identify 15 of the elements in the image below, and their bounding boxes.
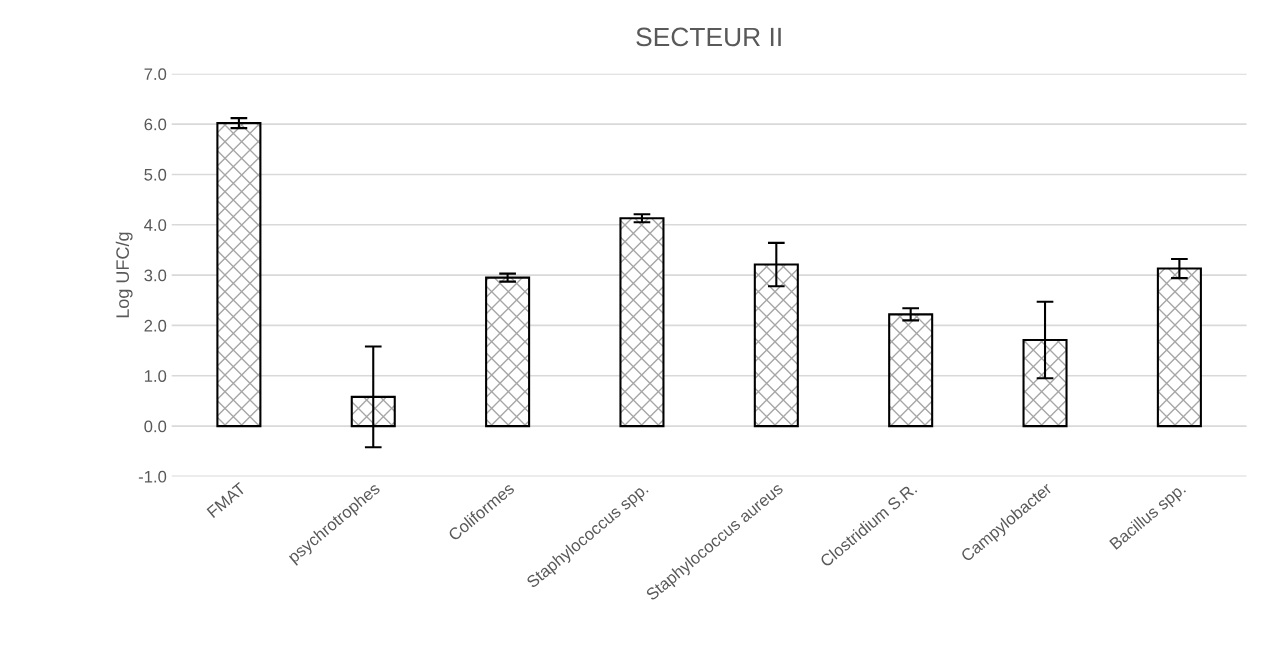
y-tick-label: -1.0 (138, 470, 167, 483)
y-axis-title: Log UFC/g (115, 232, 133, 318)
bar (485, 276, 531, 428)
y-tick-label: 1.0 (144, 370, 167, 382)
bar (216, 122, 262, 428)
y-tick-label: 7.0 (144, 68, 167, 81)
y-tick-label: 0.0 (144, 420, 167, 433)
y-tick-label: 2.0 (144, 319, 167, 332)
y-tick-label: 4.0 (144, 219, 167, 231)
y-tick-label: 5.0 (144, 168, 167, 181)
y-tick-label: 6.0 (144, 118, 167, 131)
y-tick-label: 3.0 (144, 269, 167, 282)
bar (619, 217, 665, 428)
chart-title: SECTEUR II (636, 27, 781, 47)
bar (888, 313, 934, 428)
